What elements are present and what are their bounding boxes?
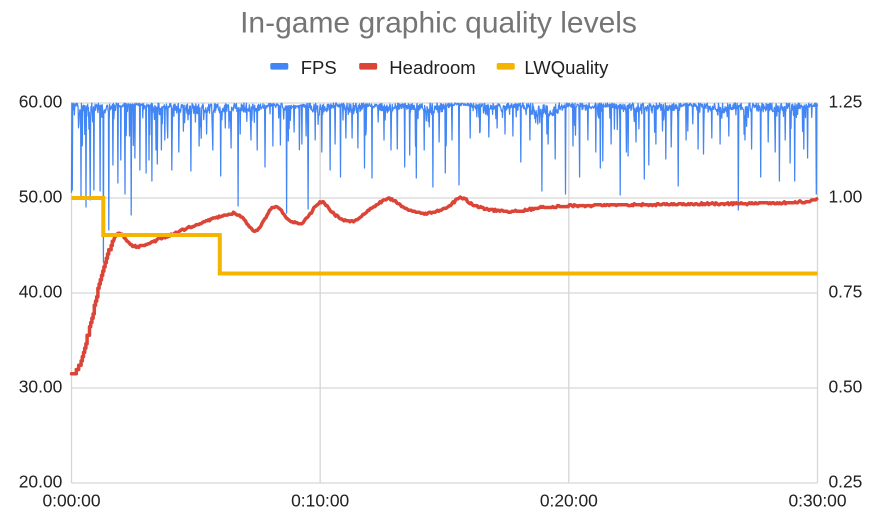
svg-text:40.00: 40.00	[19, 282, 63, 302]
svg-text:In-game graphic quality levels: In-game graphic quality levels	[240, 6, 637, 39]
svg-text:0.25: 0.25	[829, 472, 863, 492]
svg-text:LWQuality: LWQuality	[524, 57, 609, 78]
svg-text:0.50: 0.50	[829, 377, 863, 397]
svg-text:Headroom: Headroom	[389, 57, 475, 78]
svg-text:0:20:00: 0:20:00	[540, 490, 598, 510]
svg-text:0:30:00: 0:30:00	[788, 490, 846, 510]
svg-text:1.25: 1.25	[829, 92, 863, 112]
svg-text:0:10:00: 0:10:00	[291, 490, 349, 510]
svg-text:60.00: 60.00	[19, 92, 63, 112]
svg-text:0:00:00: 0:00:00	[42, 490, 100, 510]
svg-text:1.00: 1.00	[829, 187, 863, 207]
svg-text:50.00: 50.00	[19, 187, 63, 207]
svg-text:30.00: 30.00	[19, 377, 63, 397]
svg-text:FPS: FPS	[301, 57, 337, 78]
svg-text:0.75: 0.75	[829, 282, 863, 302]
svg-text:20.00: 20.00	[19, 472, 63, 492]
